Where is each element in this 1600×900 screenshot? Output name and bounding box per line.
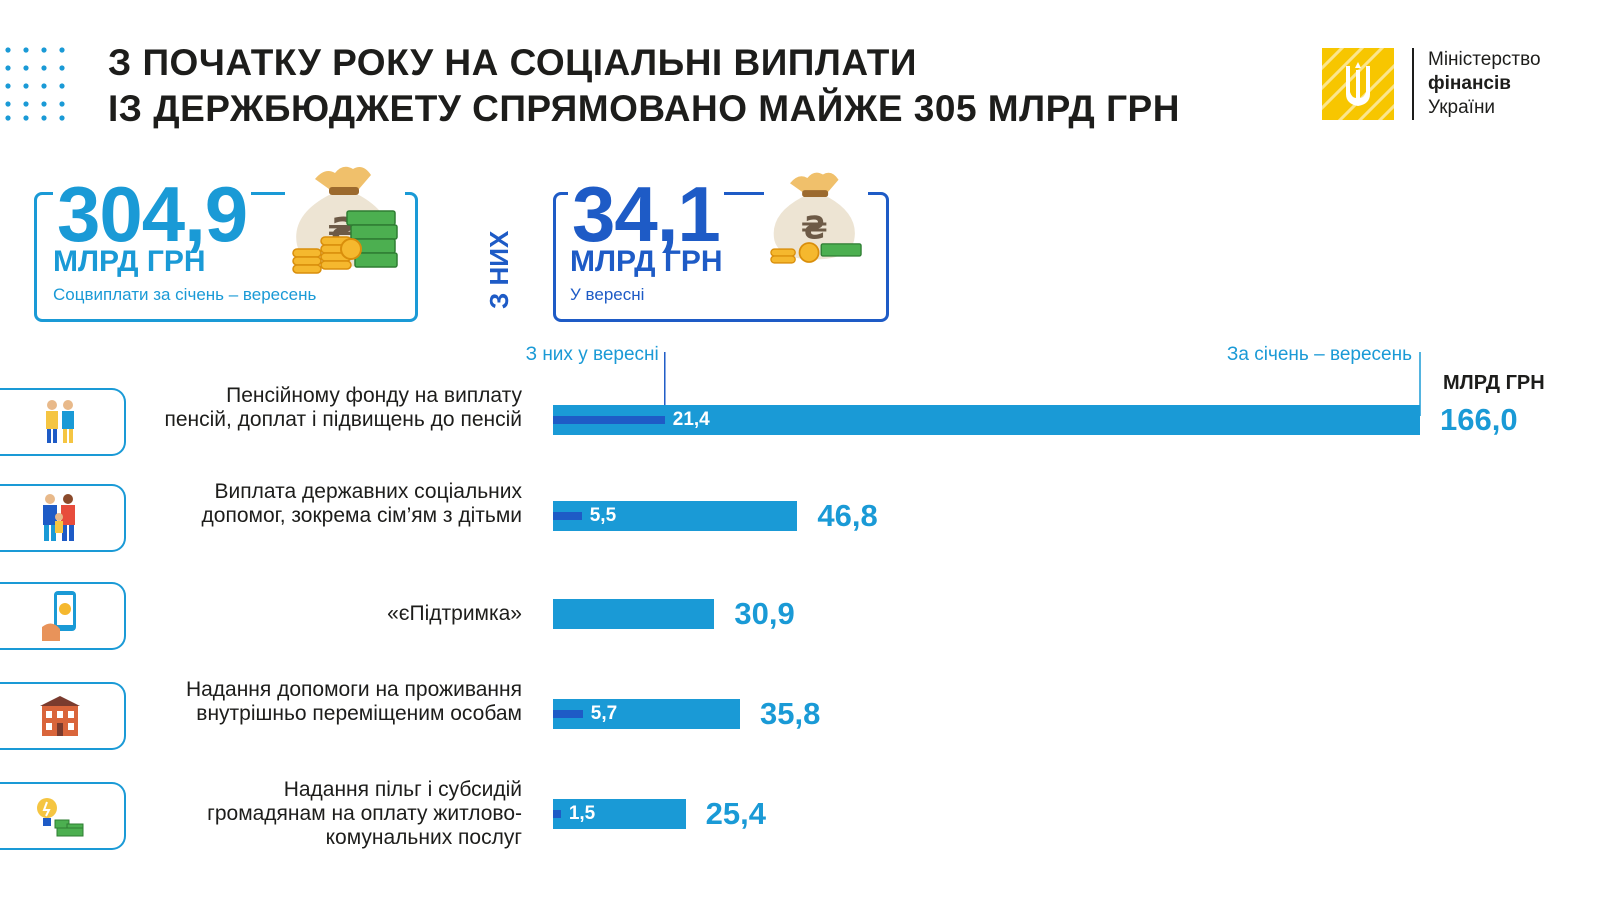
title-line-1: З ПОЧАТКУ РОКУ НА СОЦІАЛЬНІ ВИПЛАТИ bbox=[108, 42, 917, 83]
money-bag-small-icon: ₴ bbox=[764, 165, 868, 269]
row-icon-box bbox=[0, 582, 126, 650]
bar-total-label: 25,4 bbox=[705, 796, 766, 831]
bar-total bbox=[553, 501, 798, 531]
bar-month bbox=[553, 810, 561, 818]
bar-month bbox=[553, 416, 665, 424]
lightbulb-money-icon bbox=[33, 794, 87, 838]
september-summary-card: 34,1 МЛРД ГРН У вересні ₴ bbox=[553, 165, 889, 322]
category-label: «єПідтримка» bbox=[387, 602, 522, 625]
legend-monthly: З них у вересні bbox=[525, 344, 659, 365]
total-unit: МЛРД ГРН bbox=[53, 245, 206, 278]
house-icon bbox=[36, 694, 84, 738]
bar-total bbox=[553, 405, 1420, 435]
page-title: З ПОЧАТКУ РОКУ НА СОЦІАЛЬНІ ВИПЛАТИ ІЗ Д… bbox=[108, 40, 1180, 132]
september-value: 34,1 bbox=[568, 175, 724, 253]
of-them-label: З НИХ bbox=[484, 230, 514, 309]
smartphone-payment-icon bbox=[38, 589, 82, 643]
total-caption: Соцвиплати за січень – вересень bbox=[53, 285, 317, 304]
category-label: Пенсійному фонду на виплату пенсій, допл… bbox=[164, 384, 522, 431]
bar-total-label: 30,9 bbox=[734, 596, 795, 631]
ministry-emblem-logo bbox=[1322, 48, 1394, 120]
title-line-2: ІЗ ДЕРЖБЮДЖЕТУ СПРЯМОВАНО МАЙЖЕ 305 МЛРД… bbox=[108, 88, 1180, 129]
ministry-line-1: Міністерство bbox=[1428, 49, 1541, 70]
category-label: Надання допомоги на проживання внутрішнь… bbox=[185, 678, 522, 725]
bar-month-label: 21,4 bbox=[672, 409, 710, 430]
ministry-name: Міністерство фінансів України bbox=[1428, 48, 1541, 120]
row-icon-box bbox=[0, 484, 126, 552]
category-label: Надання пільг і субсидій громадянам на о… bbox=[207, 778, 522, 849]
row-icon-box bbox=[0, 682, 126, 750]
september-caption: У вересні bbox=[570, 285, 645, 304]
bar-month-label: 5,7 bbox=[590, 703, 618, 724]
total-value: 304,9 bbox=[53, 175, 252, 253]
ministry-line-3: України bbox=[1428, 97, 1496, 118]
bar-total bbox=[553, 799, 686, 829]
bar-total bbox=[553, 699, 740, 729]
bar-total-label: 166,0 bbox=[1440, 402, 1518, 437]
money-bag-icon: ₴ bbox=[285, 159, 405, 277]
social-payments-bar-chart: З них у вересні За січень – вересень МЛР… bbox=[0, 330, 1600, 890]
elderly-couple-icon bbox=[40, 397, 80, 447]
bar-total-label: 35,8 bbox=[759, 696, 821, 731]
bar-month-label: 5,5 bbox=[589, 505, 617, 526]
september-unit: МЛРД ГРН bbox=[570, 245, 723, 278]
total-summary-card: 304,9 МЛРД ГРН Соцвиплати за січень – ве… bbox=[34, 159, 418, 322]
row-icon-box bbox=[0, 782, 126, 850]
ministry-line-2: фінансів bbox=[1428, 73, 1511, 94]
bar-month-label: 1,5 bbox=[568, 803, 596, 824]
bar-month bbox=[553, 710, 583, 718]
svg-text:₴: ₴ bbox=[801, 211, 828, 247]
category-label: Виплата державних соціальних допомог, зо… bbox=[201, 480, 522, 527]
bar-total bbox=[553, 599, 715, 629]
row-icon-box bbox=[0, 388, 126, 456]
family-icon bbox=[38, 491, 82, 545]
legend-total: За січень – вересень bbox=[1226, 344, 1412, 365]
bar-month bbox=[553, 512, 582, 520]
unit-label: МЛРД ГРН bbox=[1443, 372, 1545, 394]
logo-divider bbox=[1412, 48, 1414, 120]
bar-total-label: 46,8 bbox=[817, 498, 878, 533]
dot-grid-decoration bbox=[5, 47, 65, 121]
